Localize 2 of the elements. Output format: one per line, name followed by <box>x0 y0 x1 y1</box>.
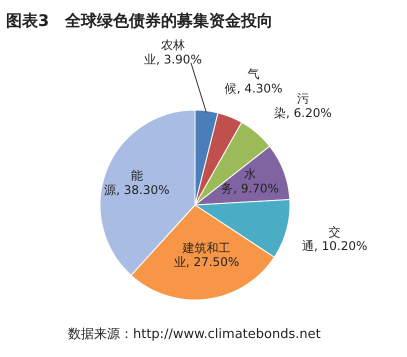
title: 图表3 全球绿色债券的募集资金投向 <box>6 11 274 30</box>
annotation: 数据来源：http://www.climatebonds.net <box>68 327 321 342</box>
